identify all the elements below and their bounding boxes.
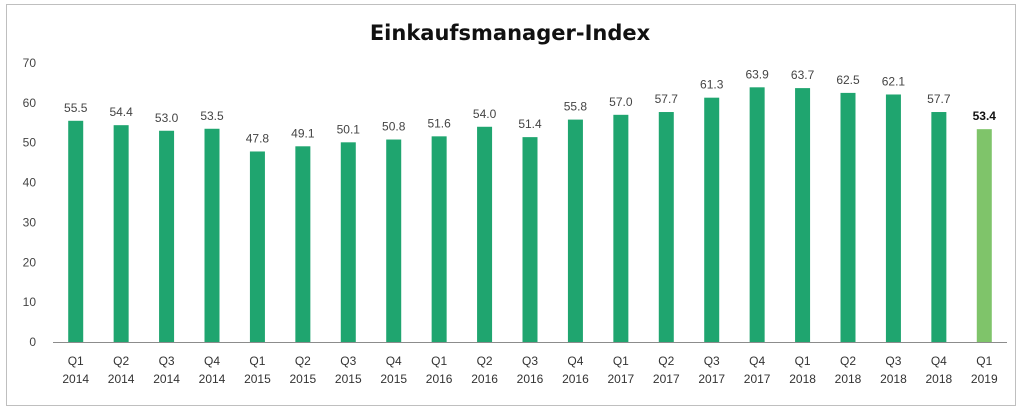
- y-tick-label: 10: [23, 295, 37, 309]
- bar: [704, 97, 720, 342]
- x-tick-label-quarter: Q4: [567, 354, 583, 368]
- data-label: 54.0: [473, 107, 497, 121]
- bar: [567, 119, 583, 343]
- x-tick-label-year: 2014: [108, 372, 135, 386]
- x-tick-label-quarter: Q2: [295, 354, 311, 368]
- y-tick-label: 60: [23, 96, 37, 110]
- data-label: 57.7: [655, 92, 679, 106]
- data-label: 61.3: [700, 78, 724, 92]
- bar: [840, 92, 856, 343]
- bar: [431, 136, 447, 342]
- x-tick-label-year: 2015: [244, 372, 271, 386]
- x-tick-label-quarter: Q3: [885, 354, 901, 368]
- x-tick-label-year: 2014: [199, 372, 226, 386]
- x-tick-label-quarter: Q2: [840, 354, 856, 368]
- bar: [477, 126, 493, 343]
- data-label: 63.9: [745, 67, 769, 81]
- x-tick-label-quarter: Q2: [658, 354, 674, 368]
- x-tick-label-year: 2018: [835, 372, 862, 386]
- x-tick-label-quarter: Q1: [249, 354, 265, 368]
- bar: [386, 139, 402, 342]
- chart-frame: Einkaufsmanager-Index 0 10 20 30 40 50 60 70 55…: [6, 4, 1016, 406]
- x-tick-label-quarter: Q1: [68, 354, 84, 368]
- x-tick-label-quarter: Q1: [613, 354, 629, 368]
- bar: [658, 112, 674, 342]
- bar: [749, 87, 765, 342]
- y-tick-label: 0: [29, 335, 36, 349]
- x-tick-label-year: 2017: [608, 372, 635, 386]
- data-label: 47.8: [246, 131, 270, 145]
- x-tick-label-year: 2014: [62, 372, 89, 386]
- bar: [249, 151, 265, 342]
- data-label: 49.1: [291, 126, 315, 140]
- x-tick-label-year: 2015: [380, 372, 407, 386]
- y-tick-label: 30: [23, 215, 37, 229]
- y-tick-label: 20: [23, 255, 37, 269]
- data-label: 57.0: [609, 95, 633, 109]
- x-tick-label-year: 2017: [653, 372, 680, 386]
- x-tick-label-year: 2015: [290, 372, 317, 386]
- x-tick-label-quarter: Q4: [204, 354, 220, 368]
- bar: [613, 114, 629, 342]
- x-tick-label-year: 2017: [698, 372, 725, 386]
- bar: [976, 129, 992, 342]
- x-axis: Q1 2014 Q2 2014 Q3 2014 Q4 2014 Q1 2015 Q2 2015 Q3 20…: [53, 342, 1007, 386]
- data-label: 55.5: [64, 101, 88, 115]
- data-label: 54.4: [109, 105, 133, 119]
- data-label: 53.0: [155, 111, 179, 125]
- x-tick-label-year: 2018: [880, 372, 907, 386]
- bar: [68, 120, 84, 343]
- data-label: 50.1: [337, 122, 361, 136]
- x-tick-label-year: 2018: [926, 372, 953, 386]
- x-tick-label-year: 2016: [471, 372, 498, 386]
- data-label: 51.6: [427, 116, 451, 130]
- x-tick-label-quarter: Q1: [976, 354, 992, 368]
- x-tick-label-year: 2016: [562, 372, 589, 386]
- y-axis: 0 10 20 30 40 50 60 70: [23, 56, 37, 349]
- x-tick-label-year: 2016: [517, 372, 544, 386]
- y-tick-label: 50: [23, 136, 37, 150]
- x-tick-label-quarter: Q4: [749, 354, 765, 368]
- y-tick-label: 40: [23, 176, 37, 190]
- bar: [885, 94, 901, 342]
- y-tick-label: 70: [23, 56, 37, 70]
- x-tick-label-year: 2019: [971, 372, 998, 386]
- bar: [159, 130, 175, 342]
- x-tick-label-year: 2014: [153, 372, 180, 386]
- data-label: 53.4: [973, 109, 997, 123]
- data-label: 63.7: [791, 68, 815, 82]
- data-label: 51.4: [518, 117, 542, 131]
- x-tick-label-quarter: Q4: [386, 354, 402, 368]
- data-labels: 55.5 54.4 53.0 53.5 47.8 49.1 50.1 50.8 51.6 54.0…: [64, 67, 996, 145]
- x-tick-label-year: 2015: [335, 372, 362, 386]
- x-tick-label-quarter: Q1: [431, 354, 447, 368]
- x-tick-label-year: 2018: [789, 372, 816, 386]
- chart-title: Einkaufsmanager-Index: [370, 21, 651, 45]
- x-tick-label-quarter: Q3: [704, 354, 720, 368]
- chart-svg: Einkaufsmanager-Index 0 10 20 30 40 50 60 70 55…: [23, 21, 1007, 386]
- bars: [68, 87, 992, 343]
- bar: [522, 137, 538, 342]
- x-tick-label-quarter: Q3: [522, 354, 538, 368]
- bar: [340, 142, 356, 342]
- x-tick-label-quarter: Q1: [795, 354, 811, 368]
- data-label: 57.7: [927, 92, 951, 106]
- bar: [795, 88, 811, 342]
- x-tick-label-quarter: Q2: [477, 354, 493, 368]
- data-label: 53.5: [200, 109, 224, 123]
- x-tick-label-year: 2017: [744, 372, 771, 386]
- x-tick-label-year: 2016: [426, 372, 453, 386]
- x-tick-label-quarter: Q4: [931, 354, 947, 368]
- data-label: 62.1: [882, 74, 906, 88]
- bar: [204, 128, 220, 342]
- bar: [931, 112, 947, 342]
- x-tick-label-quarter: Q3: [340, 354, 356, 368]
- x-tick-label-quarter: Q3: [159, 354, 175, 368]
- data-label: 55.8: [564, 100, 588, 114]
- data-label: 62.5: [836, 73, 860, 87]
- data-label: 50.8: [382, 120, 406, 134]
- bar: [113, 125, 129, 342]
- x-tick-label-quarter: Q2: [113, 354, 129, 368]
- bar: [295, 146, 311, 342]
